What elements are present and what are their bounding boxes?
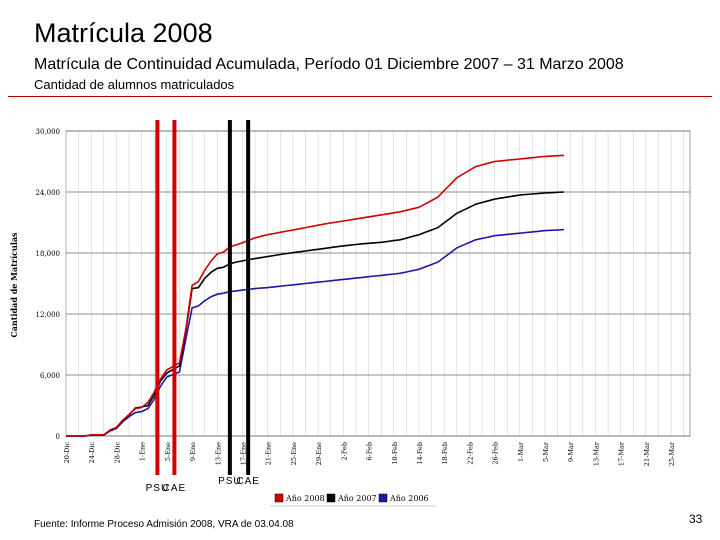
- x-tick-label: 22-Feb: [466, 442, 474, 465]
- x-tick-label: 9-Mar: [567, 441, 575, 462]
- title-divider: [8, 96, 712, 97]
- x-tick-label: 28-Dic: [113, 442, 121, 464]
- y-tick-label: 30,000: [36, 128, 61, 136]
- x-tick-label: 9-Ene: [189, 442, 197, 461]
- series-line-blue: [66, 228, 564, 437]
- marker-label-cae: CAE: [163, 483, 187, 494]
- y-tick-label: 18,000: [36, 250, 61, 258]
- x-tick-label: 1-Ene: [139, 442, 147, 461]
- y-tick-label: 0: [56, 433, 60, 441]
- x-tick-label: 6-Feb: [366, 442, 374, 461]
- x-tick-label: 10-Feb: [391, 442, 399, 465]
- x-tick-label: 13-Ene: [214, 442, 222, 465]
- x-tick-label: 18-Feb: [441, 442, 449, 465]
- x-tick-label: 25-Mar: [668, 441, 676, 466]
- x-tick-label: 17-Ene: [239, 442, 247, 465]
- y-tick-label: 12,000: [36, 311, 61, 319]
- x-tick-label: 29-Ene: [315, 442, 323, 465]
- y-tick-label: 24,000: [36, 189, 61, 197]
- slide-subtitle: Matrícula de Continuidad Acumulada, Perí…: [34, 56, 624, 73]
- plot-area: [65, 130, 691, 437]
- marker-label-psu: PSU: [146, 483, 170, 494]
- x-tick-label: 20-Dic: [63, 442, 71, 464]
- x-tick-label: 2-Feb: [340, 442, 348, 461]
- legend-swatch-blue: [378, 493, 388, 503]
- chart-caption: Cantidad de alumnos matriculados: [34, 77, 235, 92]
- legend-swatch-black: [326, 493, 336, 503]
- x-tick-label: 21-Mar: [643, 441, 651, 466]
- legend-label: Año 2008: [285, 494, 325, 503]
- x-tick-label: 1-Mar: [517, 441, 525, 462]
- legend-label: Año 2007: [337, 494, 377, 503]
- y-tick-label: 6,000: [40, 372, 60, 380]
- series-line-red: [66, 154, 564, 437]
- source-note: Fuente: Informe Proceso Admisión 2008, V…: [34, 519, 294, 530]
- x-tick-label: 13-Mar: [592, 441, 600, 466]
- x-tick-label: 5-Ene: [164, 442, 172, 461]
- x-tick-label: 5-Mar: [542, 441, 550, 462]
- legend-swatch-red: [274, 493, 284, 503]
- legend-label: Año 2006: [389, 494, 429, 503]
- slide-title: Matrícula 2008: [34, 18, 213, 48]
- page-number: 33: [689, 512, 703, 526]
- x-tick-label: 17-Mar: [618, 441, 626, 466]
- marker-label-cae: CAE: [236, 476, 260, 487]
- x-tick-label: 25-Ene: [290, 442, 298, 465]
- y-axis-title: Cantidad de Matrículas: [9, 232, 19, 338]
- x-tick-label: 26-Feb: [492, 442, 500, 465]
- series-line-black: [66, 191, 564, 437]
- x-tick-label: 24-Dic: [88, 442, 96, 464]
- x-tick-label: 21-Ene: [265, 442, 273, 465]
- x-tick-label: 14-Feb: [416, 442, 424, 465]
- marker-label-psu: PSU: [218, 476, 242, 487]
